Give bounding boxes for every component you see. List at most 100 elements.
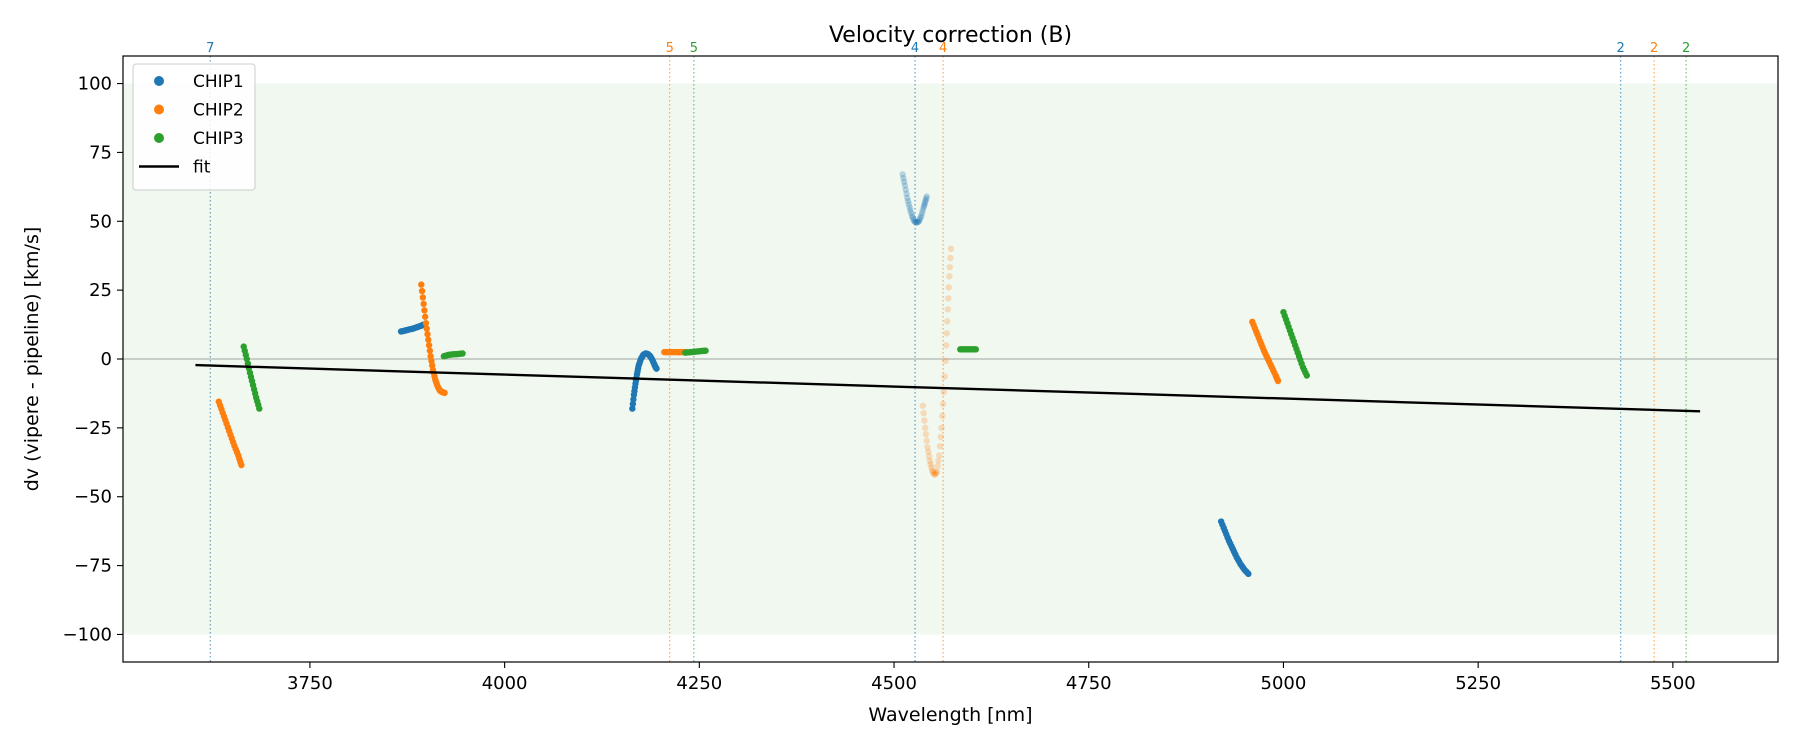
fit-line [195,363,1701,413]
order-marker-label-6: 2 [1650,41,1658,56]
y-tick-label-2: 50 [89,211,112,232]
data-point-chip2-7-2 [921,417,928,424]
data-point-chip1-2-9 [906,204,913,211]
data-point-chip1-2-23 [917,214,924,221]
legend-box [132,63,256,191]
legend-marker-chip1 [154,76,164,86]
data-point-chip3-13-end [1303,372,1311,379]
order-marker-label-1: 5 [666,41,674,56]
data-point-chip2-7-10 [927,460,934,468]
data-point-chip1-2-2 [900,178,908,185]
y-tick-label-0: 100 [78,74,112,95]
legend-label-chip1: CHIP1 [193,72,244,92]
data-point-chip2-7-0 [919,402,927,410]
order-marker-label-3: 4 [911,41,919,56]
data-point-chip2-5-6 [422,319,430,327]
y-tick-label-7: −75 [74,556,112,577]
data-point-chip1-2-3 [901,182,909,189]
legend-label-fit: fit [193,158,211,178]
x-tick-label-0: 3750 [287,673,333,694]
data-point-chip1-2-1 [900,174,907,182]
legend-marker-chip2 [154,104,164,115]
order-marker-label-7: 2 [1682,41,1690,56]
data-point-chip2-7-end [947,245,955,253]
data-point-chip1-2-6 [904,194,911,202]
x-tick-label-1: 4000 [482,673,528,694]
data-point-chip2-7-28 [941,373,948,380]
data-point-chip1-2-4 [902,186,909,193]
data-point-chip3-10-end [459,350,466,357]
data-point-chip2-7-34 [945,295,952,302]
data-point-chip1-2-32 [923,195,930,202]
order-marker-label-2: 5 [690,41,698,56]
data-point-chip1-3-end [1245,570,1252,578]
y-tick-label-8: −100 [63,624,112,645]
data-point-chip3-9-end [256,405,263,412]
data-point-chip2-5-5 [421,313,429,320]
data-point-chip2-7-3 [921,424,929,432]
legend-marker-chip3 [154,133,164,143]
data-point-chip2-4-end [238,461,245,469]
data-point-chip2-7-8 [925,453,933,460]
data-point-chip2-7-27 [940,388,948,396]
data-point-chip2-5-9 [425,336,432,343]
data-point-chip2-7-7 [925,448,932,455]
data-point-chip2-7-9 [926,457,934,465]
data-point-chip1-2-22 [916,216,923,223]
data-point-chip3-11-end [702,347,709,354]
data-point-chip1-2-27 [920,204,927,211]
data-point-chip2-5-4 [421,307,428,314]
data-point-chip1-2-11 [907,209,915,217]
y-tick-label-6: −50 [74,487,112,508]
data-point-chip2-7-18 [933,468,941,476]
data-point-chip2-7-17 [932,469,940,477]
plot-area: 7 5 5 4 4 2 2 2 [122,41,1779,663]
data-point-chip2-7-23 [937,433,944,441]
data-point-chip2-7-21 [936,452,943,459]
data-point-chip2-7-25 [939,412,946,420]
data-point-chip3-12-end [972,346,980,353]
y-axis-label: dv (vipere - pipeline) [km/s] [21,227,43,492]
data-point-chip1-2-21 [915,218,923,225]
x-tick-label-2: 4250 [676,673,722,694]
data-point-chip1-2-10 [907,207,914,214]
data-point-chip2-7-32 [944,318,951,325]
data-point-chip1-2-14 [910,216,917,223]
legend: CHIP1 CHIP2 CHIP3 fit [132,63,256,191]
data-point-chip1-2-25 [918,209,926,217]
data-point-chip2-5-3 [420,300,427,308]
data-point-chip1-2-29 [921,200,928,208]
data-point-chip2-7-24 [938,424,945,432]
data-point-chip2-7-11 [928,464,935,471]
data-point-chip2-7-13 [929,468,937,476]
data-point-chip2-7-4 [922,431,930,438]
data-point-chip2-7-37 [946,263,954,271]
x-tick-label-4: 4750 [1066,673,1112,694]
data-point-chip1-2-20 [914,218,922,225]
data-point-chip1-2-12 [908,212,916,219]
data-point-chip2-7-16 [932,470,939,477]
y-tick-label-5: −25 [74,418,112,439]
chart-title: Velocity correction (B) [829,23,1072,48]
data-point-chip2-7-14 [930,470,937,477]
data-point-chip1-2-19 [914,218,921,226]
data-point-chip2-5-7 [423,325,430,332]
legend-label-chip2: CHIP2 [193,101,244,121]
data-point-chip2-7-12 [928,467,936,474]
data-point-chip1-2-end [923,193,930,200]
data-point-chip1-2-24 [918,212,925,219]
x-tick-label-7: 5500 [1650,673,1696,694]
data-point-chip1-2-8 [905,201,913,208]
data-point-chip2-7-35 [945,284,953,291]
data-point-chip2-7-6 [924,443,931,451]
y-axis-ticks: 100 75 50 25 0 −25 −50 −75 −100 [63,74,123,645]
data-point-chip1-2-30 [921,198,929,206]
data-point-chip2-7-31 [943,330,950,337]
data-point-chip1-2-0 [899,171,906,178]
data-point-chip2-7-29 [942,357,949,365]
data-point-chip2-7-1 [920,409,927,417]
data-point-chip2-7-36 [946,273,953,280]
data-point-chip2-5-end [441,389,448,397]
data-point-chip2-7-22 [936,443,944,450]
